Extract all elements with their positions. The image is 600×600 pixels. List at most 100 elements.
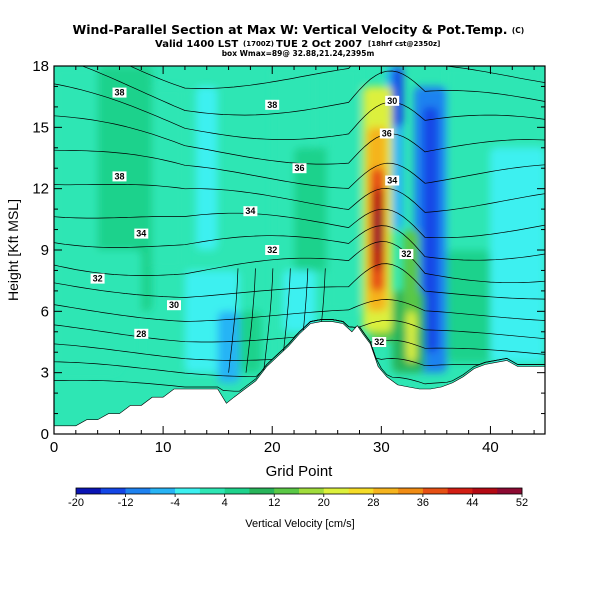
velocity-region (195, 86, 218, 251)
colorbar-swatch (199, 488, 225, 494)
colorbar-swatch (150, 488, 176, 494)
contour-label-box (372, 337, 387, 347)
colorbar-tick-label: -20 (68, 497, 84, 509)
isentrope-line (81, 66, 545, 116)
isentrope-line (54, 263, 545, 300)
y-tick-label: 12 (32, 181, 49, 198)
colorbar-swatch (447, 488, 473, 494)
contour-label: 34 (387, 176, 397, 186)
isentrope-line (54, 184, 545, 213)
x-tick-label: 10 (155, 439, 172, 456)
contour-label: 30 (387, 96, 397, 106)
chart-title: Wind-Parallel Section at Max W: Vertical… (72, 22, 507, 37)
y-tick-label: 0 (41, 426, 49, 443)
x-tick-label: 20 (264, 439, 281, 456)
contour-label-box (385, 95, 400, 106)
contour-label-box (265, 99, 280, 110)
colorbar-frame (75, 487, 523, 495)
x-axis-label: Grid Point (266, 463, 334, 480)
velocity-region (283, 270, 316, 332)
colorbar-swatch (373, 488, 399, 494)
y-tick-label: 3 (41, 365, 49, 382)
x-tick-label: 30 (373, 439, 390, 456)
chart-title-units: (C) (512, 26, 524, 35)
contour-label: 36 (294, 163, 304, 173)
subtitle-date: TUE 2 Oct 2007 (276, 39, 362, 50)
contour-label-box (90, 273, 105, 284)
velocity-region (490, 147, 545, 363)
y-axis-label: Height [Kft MSL] (5, 199, 21, 301)
contour-label-box (112, 171, 127, 182)
isentrope-line (54, 299, 545, 322)
contour-label-box (399, 249, 414, 260)
contour-label-box (167, 300, 181, 311)
isentrope-line (54, 83, 545, 140)
colorbar-swatch (348, 488, 374, 494)
colorbar-tick-label: 44 (466, 497, 478, 509)
isentrope-line (245, 268, 256, 373)
colorbar-swatch (422, 488, 448, 494)
colorbar-tick-label: 28 (367, 497, 379, 509)
contour-label: 32 (93, 274, 103, 284)
terrain (54, 321, 545, 434)
contour-label-box (243, 206, 258, 217)
x-tick-label: 40 (482, 439, 499, 456)
contour-labels: 38 38 38 36 34 34 32 32 30 28 30 36 34 32 32 (90, 87, 414, 347)
colorbar-tick-label: 20 (318, 497, 330, 509)
colorbar-swatch (175, 488, 201, 494)
subtitle-forecast-info: [18hrf cst@2350z] (368, 40, 440, 48)
contour-label: 38 (114, 88, 124, 98)
contour-label: 34 (245, 206, 255, 216)
colorbar-tick-label: 36 (417, 497, 429, 509)
colorbar-tick-label: 4 (222, 497, 228, 509)
x-tick-label: 0 (50, 439, 58, 456)
colorbar-swatch (100, 488, 126, 494)
colorbar-swatch (249, 488, 275, 494)
velocity-region (217, 311, 240, 383)
isentrope-line (54, 208, 545, 239)
colorbar-tick-label: 12 (268, 497, 280, 509)
isentrope-line (263, 268, 274, 373)
contour-label: 38 (114, 171, 124, 181)
y-tick-label: 18 (32, 58, 49, 75)
y-tick-label: 15 (32, 119, 49, 136)
velocity-region (54, 250, 142, 363)
contour-label: 28 (136, 329, 146, 339)
colorbar-swatch (76, 488, 102, 494)
subtitle-valid-time: Valid 1400 LST (155, 39, 238, 50)
x-axis: 0 10 20 30 40 (50, 66, 535, 456)
contour-label-box (265, 245, 280, 255)
velocity-region (374, 209, 382, 250)
y-tick-label: 9 (41, 242, 49, 259)
contour-label-box (385, 175, 400, 186)
plot-area: 38 38 38 36 34 34 32 32 30 28 30 36 34 32 32 (54, 66, 545, 434)
contour-label-box (134, 328, 149, 339)
colorbar-swatch (398, 488, 424, 494)
velocity-region (239, 311, 262, 373)
velocity-region (406, 311, 417, 363)
contour-label: 30 (169, 300, 179, 310)
contour-label: 36 (382, 129, 392, 139)
contour-label: 34 (136, 229, 146, 239)
potential-temperature-contours (54, 66, 545, 392)
contour-label: 38 (267, 100, 277, 110)
isentrope-line (54, 241, 545, 284)
contour-label-box (292, 163, 307, 174)
subtitle-utc: (1700Z) (243, 40, 274, 48)
velocity-region (422, 106, 439, 353)
colorbar-swatch (224, 488, 250, 494)
contour-label-box (134, 228, 149, 239)
colorbar-swatch (323, 488, 349, 494)
colorbar-tick-label: -12 (118, 497, 134, 509)
colorbar-tick-label: -4 (170, 497, 180, 509)
colorbar-swatch (274, 488, 300, 494)
colorbar: -20 -12 -4 4 12 20 28 36 44 52 (68, 487, 528, 509)
contour-label: 32 (401, 249, 411, 259)
subtitle-wmax: box Wmax=89@ 32.88,21.24,2395m (222, 49, 375, 58)
velocity-region (152, 86, 185, 271)
contour-label-box (112, 87, 127, 98)
y-tick-label: 6 (41, 303, 49, 320)
colorbar-swatch (472, 488, 498, 494)
